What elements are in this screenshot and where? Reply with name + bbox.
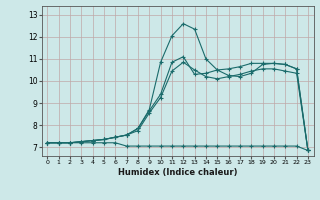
X-axis label: Humidex (Indice chaleur): Humidex (Indice chaleur) <box>118 168 237 177</box>
